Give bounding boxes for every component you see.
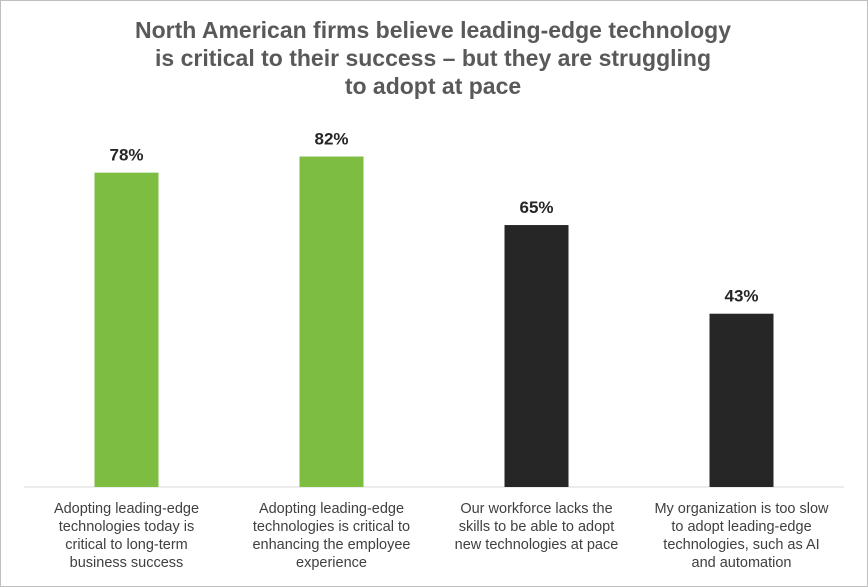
category-label-line: experience — [296, 555, 367, 571]
category-label-line: new technologies at pace — [454, 537, 619, 553]
category-label-line: business success — [69, 555, 184, 571]
data-label-2: 82% — [314, 130, 348, 149]
chart-title-line-1: North American firms believe leading-edg… — [134, 17, 731, 43]
category-label-line: Our workforce lacks the — [460, 501, 613, 517]
chart-title-line-2: is critical to their success – but they … — [155, 45, 711, 71]
category-label-line: critical to long-term — [65, 537, 188, 553]
chart-title-line-3: to adopt at pace — [344, 73, 522, 99]
category-label-2: Adopting leading-edge technologies is cri… — [234, 500, 430, 572]
data-label-4: 43% — [724, 287, 758, 306]
bar-4 — [709, 313, 774, 487]
data-label-3: 65% — [519, 198, 553, 217]
category-label-3: Our workforce lacks the skills to be able… — [439, 500, 635, 554]
category-label-line: Adopting leading-edge — [53, 501, 200, 517]
category-label-line: technologies, such as AI — [663, 537, 820, 553]
category-label-line: skills to be able to adopt — [458, 519, 615, 535]
data-label-1: 78% — [109, 146, 143, 165]
category-label-line: technologies is critical to — [252, 519, 411, 535]
bar-3 — [504, 225, 569, 488]
category-label-1: Adopting leading-edge technologies today … — [29, 500, 225, 572]
bar-2 — [299, 156, 364, 488]
chart-title: North American firms believe leading-edg… — [60, 16, 806, 100]
category-label-line: technologies today is — [58, 519, 195, 535]
category-label-line: My organization is too slow — [654, 501, 829, 517]
bar-1 — [94, 172, 159, 487]
category-label-line: enhancing the employee — [252, 537, 411, 553]
category-label-4: My organization is too slow to adopt lead… — [644, 500, 840, 572]
category-label-line: Adopting leading-edge — [258, 501, 405, 517]
category-label-line: to adopt leading-edge — [671, 519, 812, 535]
category-label-line: and automation — [691, 555, 792, 571]
